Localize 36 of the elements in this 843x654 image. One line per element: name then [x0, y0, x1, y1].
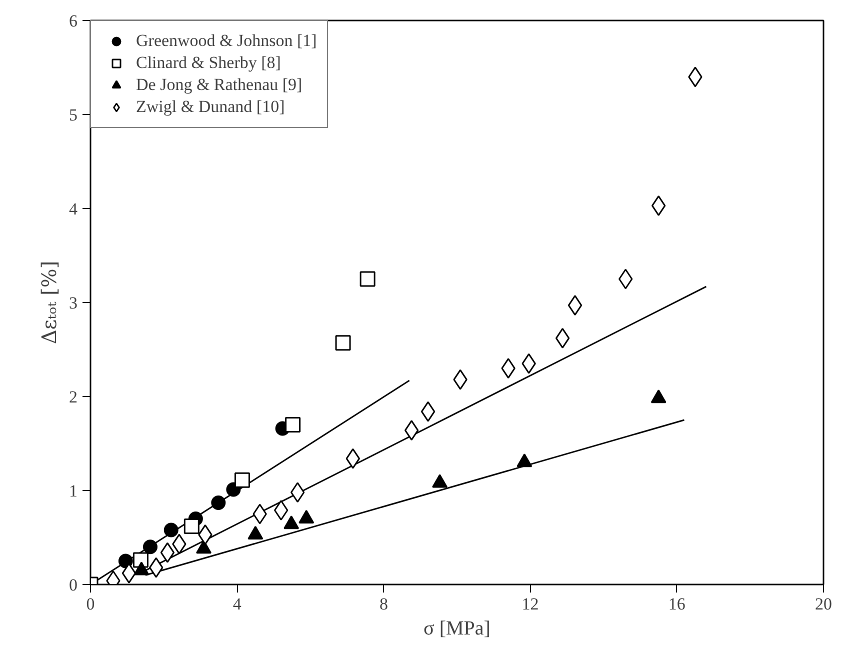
legend-label: De Jong & Rathenau [9] — [136, 75, 302, 95]
point — [360, 271, 376, 287]
y-tick-label: 3 — [69, 294, 78, 312]
point — [335, 335, 351, 351]
point — [160, 542, 175, 563]
point — [555, 328, 570, 348]
point — [142, 540, 158, 554]
x-tick-label: 16 — [668, 594, 686, 614]
point — [404, 420, 419, 441]
legend-label: Zwigl & Dunand [10] — [136, 97, 285, 117]
point — [118, 554, 133, 568]
point — [211, 495, 226, 510]
point — [184, 518, 200, 534]
x-axis-title: σ [MPa] — [424, 618, 490, 640]
x-tick-label: 4 — [232, 594, 242, 614]
point — [290, 482, 305, 503]
legend-label: Clinard & Sherby [8] — [136, 53, 281, 73]
point — [164, 522, 178, 538]
y-tick-label: 4 — [69, 200, 78, 218]
y-tick-label: 2 — [69, 388, 78, 406]
x-tick-label: 12 — [522, 594, 539, 614]
y-tick-label: 1 — [69, 482, 78, 500]
y-tick-label: 0 — [69, 576, 78, 594]
legend-label: Greenwood & Johnson [1] — [136, 31, 317, 51]
point — [651, 195, 666, 216]
point — [285, 416, 301, 432]
x-tick-label: 0 — [86, 594, 95, 614]
point — [234, 472, 250, 488]
y-tick-label: 5 — [69, 106, 78, 124]
x-tick-label: 8 — [379, 594, 388, 614]
point — [420, 401, 436, 422]
point — [274, 500, 288, 520]
point — [568, 295, 582, 316]
y-axis-title: Δεₜₒₜ [%] — [37, 260, 61, 344]
y-tick-label: 6 — [69, 12, 78, 30]
x-tick-label: 20 — [815, 594, 832, 614]
